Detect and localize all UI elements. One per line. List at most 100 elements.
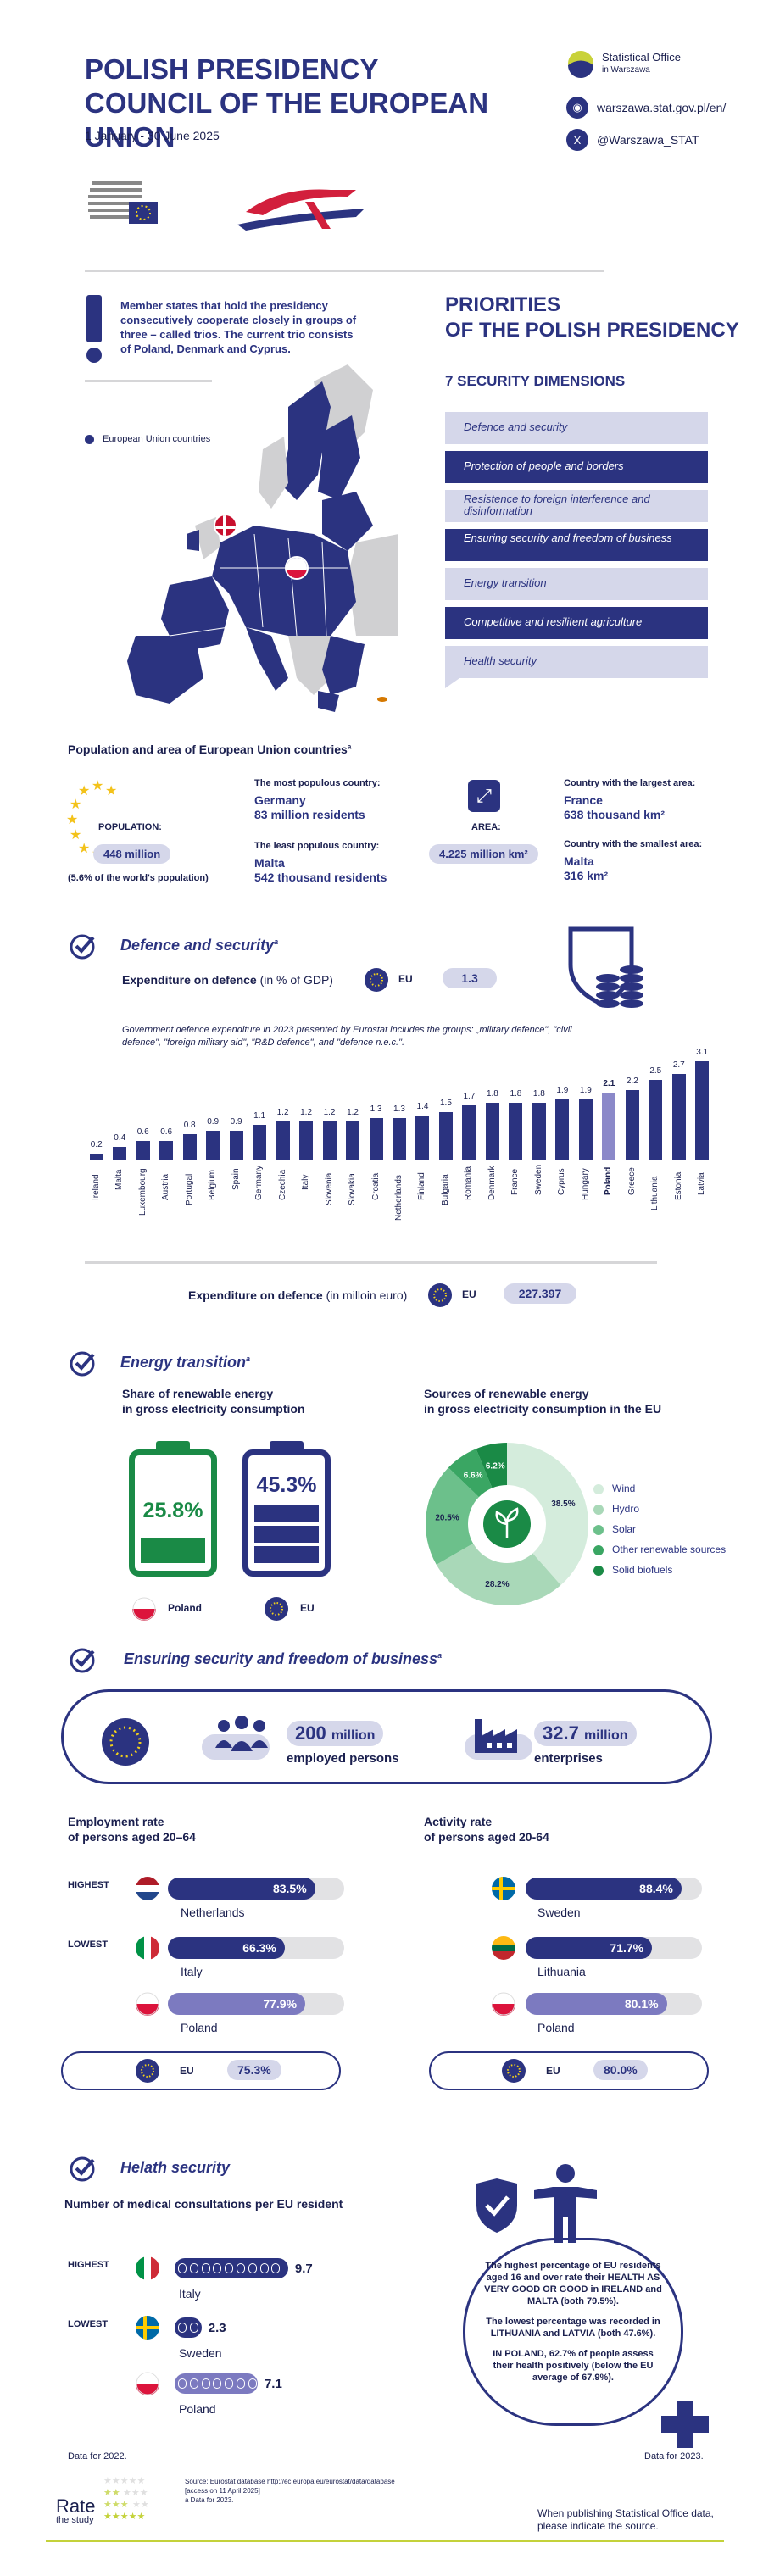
battery-cap (270, 1441, 304, 1449)
bar-value-label: 0.4 (114, 1133, 126, 1143)
bar-spain (229, 1131, 243, 1160)
bar-category-label: Netherlands (394, 1175, 404, 1221)
eu-euro-value: 227.397 (504, 1283, 576, 1304)
priority-energy: Energy transition (445, 568, 708, 600)
bar-value-label: 1.9 (556, 1085, 569, 1095)
council-logo (85, 176, 161, 240)
employed-value: 200 million (287, 1721, 384, 1746)
bar-value-label: 0.6 (136, 1127, 149, 1137)
check-circle-icon (70, 1648, 95, 1673)
consultations-title: Number of medical consultations per EU r… (64, 2197, 343, 2211)
donut-slice-wind (507, 1443, 588, 1586)
pill-icon (178, 2323, 187, 2333)
consultation-bar-sweden (175, 2317, 202, 2338)
svg-text:★: ★ (92, 778, 103, 793)
footer-line (46, 2540, 724, 2542)
pill-icon (248, 2263, 257, 2273)
legend-label: Hydro (612, 1503, 640, 1515)
pill-icon (189, 2378, 198, 2389)
pill-icon (271, 2263, 281, 2273)
bar-category-label: Austria (161, 1173, 171, 1200)
poland-battery (129, 1449, 217, 1577)
exclamation-icon (85, 295, 103, 364)
legend-swatch (593, 1504, 604, 1515)
eu-activity-value: 80.0% (593, 2060, 648, 2080)
legend-swatch (593, 1483, 604, 1494)
donut-slice-hydro (436, 1543, 561, 1605)
pill-icon (189, 2263, 198, 2273)
pill-icon (189, 2323, 198, 2333)
bar-greece (625, 1089, 639, 1160)
bar-value-label: 3.1 (696, 1047, 709, 1057)
poland-battery-fill (141, 1538, 205, 1563)
svg-text:★★: ★★ (132, 2499, 149, 2510)
bar-category-label: Hungary (580, 1168, 590, 1200)
website-link[interactable]: ◉ warszawa.stat.gov.pl/en/ (566, 97, 726, 119)
twitter-link[interactable]: X @Warszawa_STAT (566, 129, 699, 151)
pill-icon (259, 2263, 269, 2273)
person-arms-up-icon (534, 2164, 597, 2243)
donut-slice-solid-biofuels (476, 1443, 507, 1488)
svg-text:★★: ★★ (103, 2487, 120, 2498)
bar-category-label: Luxembourg (137, 1168, 148, 1216)
priorities-title: PRIORITIES OF THE POLISH PRESIDENCY (445, 293, 739, 342)
legend-item: Other renewable sources (593, 1539, 726, 1560)
bar-value-label: 1.5 (440, 1098, 452, 1108)
bar-slovakia (346, 1121, 360, 1160)
bar-germany (253, 1124, 267, 1160)
bar-category-label: Sweden (533, 1164, 543, 1195)
bar-value-label: 1.9 (579, 1085, 592, 1095)
bar-category-label: Slovenia (324, 1172, 334, 1205)
rate-study-link[interactable]: Rate the study (56, 2495, 96, 2525)
bar-category-label: Portugal (184, 1173, 194, 1205)
bar-category-label: Ireland (91, 1174, 101, 1200)
legend-item: Hydro (593, 1499, 726, 1519)
pill-icon (201, 2378, 210, 2389)
bar-belgium (206, 1131, 220, 1160)
pill-icon (237, 2378, 245, 2389)
bar-category-label: Finland (417, 1172, 427, 1200)
sweden-flag-icon (136, 2316, 159, 2340)
presidency-dates: 1 January - 30 June 2025 (85, 129, 220, 142)
check-circle-icon (70, 2156, 95, 2182)
svg-text:★: ★ (78, 782, 90, 798)
bar-italy (299, 1121, 314, 1160)
bar-value-label: 1.2 (347, 1108, 359, 1117)
poland-renewable-value: 25.8% (142, 1499, 203, 1522)
pill-icon (178, 2263, 187, 2273)
bar-hungary (578, 1099, 593, 1160)
donut-slice-label: 28.2% (485, 1580, 509, 1589)
bar-bulgaria (438, 1111, 453, 1160)
bar-category-label: Greece (627, 1167, 637, 1195)
renewable-share-title: Share of renewable energy in gross electr… (122, 1387, 305, 1416)
donut-slice-label: 38.5% (551, 1499, 575, 1509)
europe-map (127, 364, 398, 712)
enterprises-value: 32.7 million (534, 1721, 637, 1746)
rate-stars-icon: ★★★★★ ★★ ★★★ ★★★ ★★ ★★★★★ (103, 2475, 149, 2522)
bar-category-label: Romania (464, 1166, 474, 1200)
legend-swatch (593, 1565, 604, 1576)
check-circle-icon (70, 1351, 95, 1377)
bar-category-label: Denmark (487, 1166, 497, 1200)
x-icon: X (566, 129, 588, 151)
population-heading: Population and area of European Union co… (68, 743, 352, 756)
legend-swatch (85, 434, 94, 444)
bar-value-label: 1.2 (323, 1108, 336, 1117)
svg-text:★: ★ (78, 840, 90, 856)
legend-label: Solar (612, 1523, 637, 1535)
employment-bar-italy: 66.3% (168, 1937, 285, 1959)
renewable-sources-donut: 38.5% 28.2% 20.5% 6.6%6.2% (426, 1443, 588, 1605)
bar-france (509, 1102, 523, 1160)
bar-value-label: 1.2 (276, 1108, 289, 1117)
bar-category-label: Italy (301, 1174, 311, 1190)
health-info-text: The highest percentage of EU residents a… (484, 2261, 662, 2383)
bar-category-label: Estonia (673, 1171, 683, 1200)
bar-finland (415, 1115, 430, 1160)
italy-flag-icon (136, 1936, 159, 1960)
sweden-flag-icon (492, 1877, 515, 1900)
priority-resistence: Resistence to foreign interference and d… (445, 490, 708, 522)
bar-value-label: 0.9 (230, 1117, 242, 1127)
legend-swatch (593, 1544, 604, 1555)
svg-text:★★★★★: ★★★★★ (103, 2475, 145, 2486)
cyprus-flag-icon (371, 688, 390, 707)
